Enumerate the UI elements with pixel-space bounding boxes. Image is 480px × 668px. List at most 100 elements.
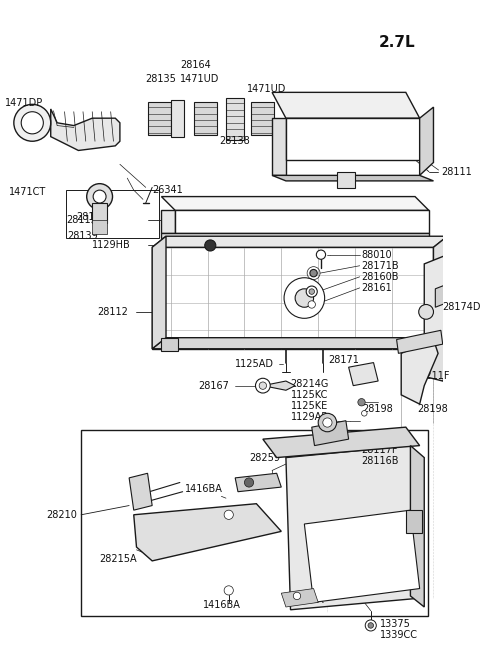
Polygon shape [424,338,470,381]
Bar [81,430,428,616]
Circle shape [224,510,233,520]
Text: 1125KE: 1125KE [290,401,328,411]
Text: 28171B: 28171B [361,261,399,271]
Polygon shape [161,234,429,238]
Polygon shape [161,210,175,234]
Polygon shape [452,344,480,395]
Text: 88010: 88010 [361,250,392,260]
Polygon shape [152,236,447,247]
Polygon shape [420,107,433,176]
Polygon shape [348,363,378,385]
Polygon shape [263,381,295,390]
Text: 1125AD: 1125AD [235,359,274,369]
Circle shape [310,269,317,277]
Circle shape [293,593,300,600]
Polygon shape [286,118,420,160]
Polygon shape [281,589,318,607]
Circle shape [224,586,233,595]
Text: 13375: 13375 [380,619,411,629]
Text: 28190: 28190 [76,212,108,222]
Text: 28214G: 28214G [290,379,329,389]
Polygon shape [410,446,424,607]
Polygon shape [272,118,286,176]
Text: 28111: 28111 [441,167,472,176]
Polygon shape [129,473,152,510]
Polygon shape [152,236,166,349]
Bar [92,220,107,234]
Circle shape [87,184,112,210]
Text: 28116B: 28116B [361,456,399,466]
Circle shape [284,278,324,319]
Circle shape [308,301,315,308]
Polygon shape [272,92,420,118]
Bar [66,190,158,238]
Text: 28171: 28171 [328,355,359,365]
Polygon shape [147,102,170,135]
Bar [336,172,355,188]
Text: 28210: 28210 [46,510,77,520]
Text: 28223A: 28223A [286,595,324,605]
Polygon shape [401,339,438,404]
Text: 28215A: 28215A [100,554,137,564]
Polygon shape [312,421,348,446]
Polygon shape [435,283,452,307]
Polygon shape [134,504,281,561]
Bar [406,510,422,533]
Polygon shape [251,102,274,135]
Text: 1471UD: 1471UD [247,84,287,94]
Polygon shape [424,255,447,353]
Polygon shape [226,98,244,140]
Circle shape [14,104,51,141]
Circle shape [259,382,266,389]
Circle shape [358,399,365,406]
Polygon shape [263,427,420,458]
Text: 26341: 26341 [152,185,183,195]
Circle shape [205,240,216,251]
Polygon shape [161,196,429,210]
Circle shape [365,620,376,631]
Circle shape [255,378,270,393]
Polygon shape [433,236,447,349]
Bar [92,203,107,223]
Text: 1129HB: 1129HB [92,240,131,250]
Text: 28211F: 28211F [413,371,450,381]
Bar [161,338,178,351]
Polygon shape [170,100,184,137]
Text: 28259: 28259 [249,453,280,462]
Polygon shape [396,330,443,353]
Circle shape [323,418,332,427]
Circle shape [309,289,314,295]
Circle shape [316,250,325,259]
Text: 1129AP: 1129AP [290,412,328,422]
Polygon shape [286,446,424,610]
Text: 28161: 28161 [361,283,392,293]
Text: 28198: 28198 [417,403,448,413]
Polygon shape [194,102,217,135]
Text: 1125KC: 1125KC [290,390,328,400]
Circle shape [295,289,313,307]
Text: 28117F: 28117F [361,445,398,455]
Text: 28167: 28167 [198,381,229,391]
Circle shape [419,305,433,319]
Text: 28160B: 28160B [361,272,399,282]
Text: 28164: 28164 [180,59,211,69]
Circle shape [368,623,373,628]
Polygon shape [175,210,429,234]
Circle shape [361,411,367,416]
Text: 28174D: 28174D [443,302,480,312]
Polygon shape [152,247,433,349]
Text: 1416BA: 1416BA [203,600,241,610]
Text: 28112: 28112 [97,307,128,317]
Polygon shape [235,473,281,492]
Text: 1471UD: 1471UD [180,73,219,84]
Text: 1471DP: 1471DP [5,98,43,108]
Circle shape [21,112,43,134]
Polygon shape [272,176,433,181]
Circle shape [318,413,336,432]
Text: 28138: 28138 [219,136,250,146]
Circle shape [93,190,106,203]
Polygon shape [152,338,447,349]
Text: 1471CT: 1471CT [9,187,47,197]
Text: 28198: 28198 [362,403,393,413]
Circle shape [244,478,253,487]
